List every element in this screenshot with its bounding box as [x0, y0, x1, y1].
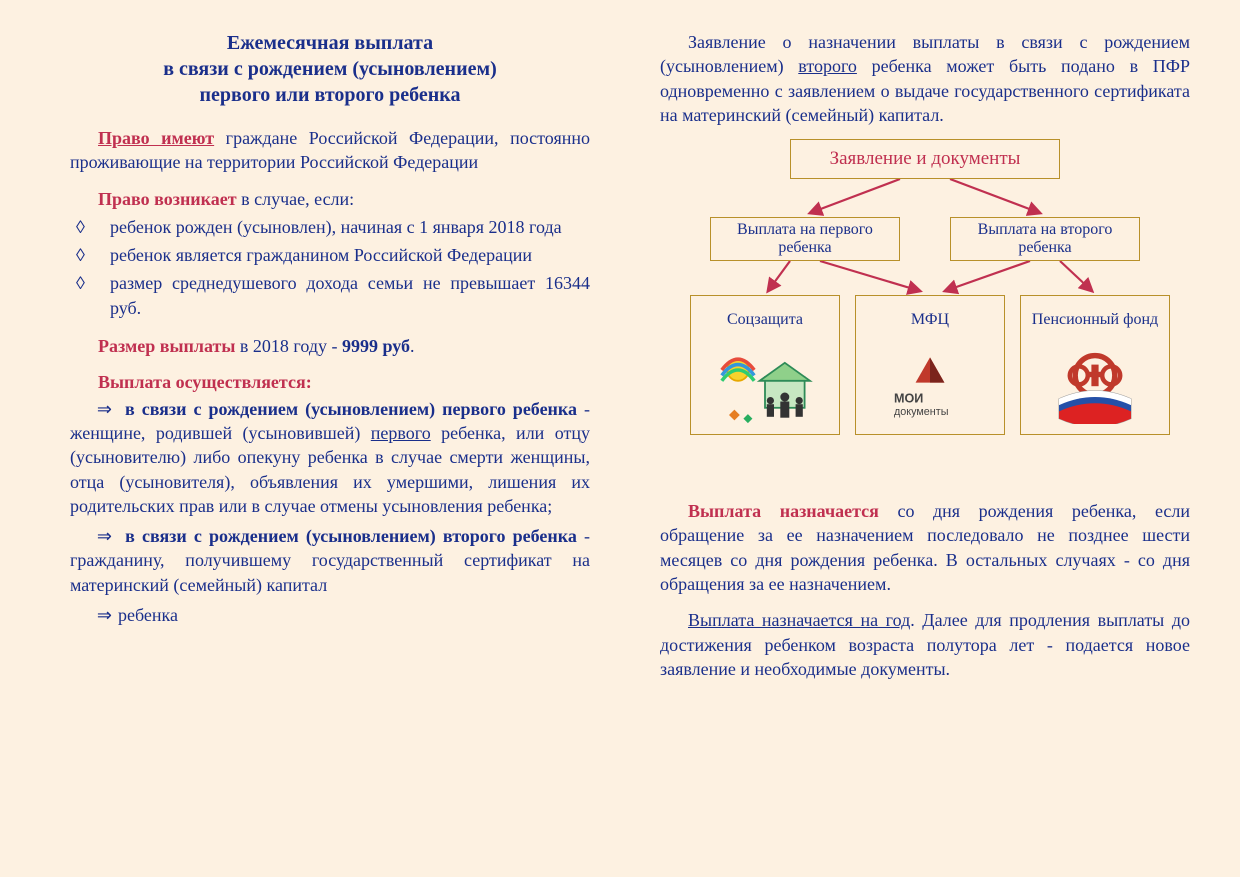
p1-under: первого: [371, 423, 431, 443]
soczashita-label: Соцзащита: [727, 302, 803, 338]
pravo-imeyut-para: Право имеют граждане Российской Федераци…: [70, 126, 590, 175]
vyplata-label: Выплата осуществляется:: [98, 372, 312, 392]
flowchart: Заявление и документы Выплата на первого…: [660, 139, 1190, 479]
mfc-icon: МОИ документы: [864, 346, 996, 430]
flow-mid-right-label: Выплата на второго ребенка: [959, 221, 1131, 258]
conditions-list: ребенок рожден (усыновлен), начиная с 1 …: [70, 215, 590, 320]
flow-box-pension-fund: Пенсионный фонд: [1020, 295, 1170, 435]
pension-fund-icon: [1029, 346, 1161, 430]
flow-box-top: Заявление и документы: [790, 139, 1060, 179]
arrow-para-1: ⇒ в связи с рождением (усыновлением) пер…: [70, 397, 590, 518]
vyplata-label-para: Выплата осуществляется:: [70, 370, 590, 394]
bullet-text: размер среднедушевого дохода семьи не пр…: [110, 273, 590, 317]
flow-mid-left-label: Выплата на первого ребенка: [719, 221, 891, 258]
intro-under: второго: [798, 56, 857, 76]
list-item: ребенок является гражданином Российской …: [70, 243, 590, 267]
arrow-para-2: ⇒ в связи с рождением (усыновлением) вто…: [70, 524, 590, 597]
p1-lead: в связи с рождением (усыновлением) перво…: [125, 399, 577, 419]
razmer-para: Размер выплаты в 2018 году - 9999 руб.: [70, 334, 590, 358]
p2-lead: в связи с рождением (усыновлением) второ…: [125, 526, 577, 546]
flow-box-mfc: МФЦ МОИ документы: [855, 295, 1005, 435]
flow-top-label: Заявление и документы: [830, 148, 1021, 170]
flow-box-mid-left: Выплата на первого ребенка: [710, 217, 900, 261]
pravo-voznikaet-tail: в случае, если:: [237, 189, 355, 209]
svg-text:документы: документы: [894, 406, 948, 418]
mfc-label: МФЦ: [911, 302, 949, 338]
razmer-label: Размер выплаты: [98, 336, 235, 356]
flow-box-mid-right: Выплата на второго ребенка: [950, 217, 1140, 261]
bullet-text: ребенок является гражданином Российской …: [110, 245, 532, 265]
pravo-voznikaet-para: Право возникает в случае, если:: [70, 187, 590, 211]
soczashita-icon: [699, 346, 831, 430]
razmer-mid: в 2018 году -: [235, 336, 342, 356]
pravo-imeyut-label: Право имеют: [98, 128, 214, 148]
bullet-text: ребенок рожден (усыновлен), начиная с 1 …: [110, 217, 562, 237]
para3-lead: Выплата назначается на год: [688, 610, 910, 630]
arrow-icon: ⇒: [70, 397, 118, 421]
list-item: ребенок рожден (усыновлен), начиная с 1 …: [70, 215, 590, 239]
p3: ребенка: [118, 605, 178, 625]
pension-fund-label: Пенсионный фонд: [1032, 302, 1158, 338]
right-para-2: Выплата назначается со дня рождения ребе…: [660, 499, 1190, 596]
right-column: Заявление о назначении выплаты в связи с…: [660, 30, 1190, 847]
arrow-para-3: ⇒ребенка: [70, 603, 590, 627]
page-title: Ежемесячная выплатав связи с рождением (…: [70, 30, 590, 108]
title-line: Ежемесячная выплатав связи с рождением (…: [163, 32, 497, 106]
arrow-icon: ⇒: [70, 524, 118, 548]
right-intro: Заявление о назначении выплаты в связи с…: [660, 30, 1190, 127]
right-para-3: Выплата назначается на год. Далее для пр…: [660, 608, 1190, 681]
razmer-amount: 9999 руб: [342, 336, 410, 356]
arrow-icon: ⇒: [70, 603, 118, 627]
flow-box-soczashita: Соцзащита: [690, 295, 840, 435]
svg-text:МОИ: МОИ: [894, 392, 923, 406]
razmer-dot: .: [410, 336, 415, 356]
left-column: Ежемесячная выплатав связи с рождением (…: [70, 30, 590, 847]
pravo-voznikaet-label: Право возникает: [98, 189, 237, 209]
list-item: размер среднедушевого дохода семьи не пр…: [70, 271, 590, 320]
para2-lead: Выплата назначается: [688, 501, 879, 521]
